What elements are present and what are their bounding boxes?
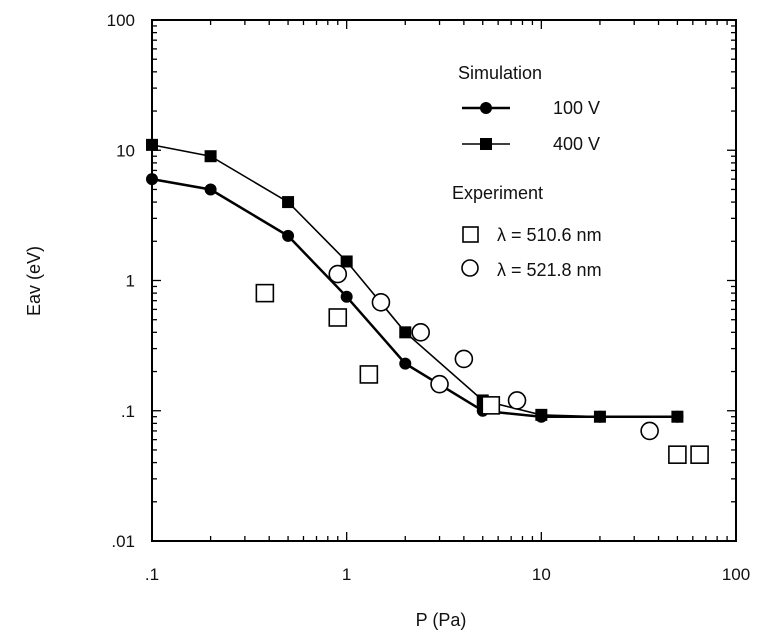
data-point (340, 290, 353, 303)
x-tick-label: 1 (342, 565, 351, 584)
data-point (328, 308, 348, 327)
legend-marker-400v (480, 138, 492, 150)
data-point (593, 410, 606, 423)
data-point (481, 396, 501, 415)
data-point (535, 408, 548, 421)
y-tick-label: .01 (111, 532, 135, 551)
data-point (340, 255, 353, 268)
legend-group-title-experiment: Experiment (452, 183, 543, 203)
legend-label-510nm: λ = 510.6 nm (497, 225, 602, 245)
series-0 (146, 173, 684, 423)
x-tick-label: 10 (532, 565, 551, 584)
ticks-layer: .1 1 10 100 .01 .1 1 10 100 (107, 11, 751, 584)
series-layer (146, 138, 709, 464)
data-point (282, 229, 295, 242)
legend-marker-521nm (461, 259, 479, 277)
data-point (371, 293, 391, 312)
legend-label-521nm: λ = 521.8 nm (497, 260, 602, 280)
data-point (411, 323, 430, 342)
data-point (640, 421, 659, 441)
series-line (151, 144, 678, 418)
plot-frame (151, 19, 737, 542)
y-tick-label: .1 (121, 402, 135, 421)
legend: Simulation 100 V 400 V Experiment λ = 51… (452, 63, 602, 280)
series-line (151, 177, 678, 418)
y-tick-label: 10 (116, 141, 135, 160)
data-point (454, 349, 474, 369)
data-point (690, 445, 709, 464)
y-tick-label: 1 (126, 272, 135, 291)
data-point (146, 138, 158, 151)
data-point (399, 326, 412, 339)
y-axis-title: Eav (eV) (24, 246, 44, 316)
legend-label-400v: 400 V (553, 134, 600, 154)
x-tick-label: 100 (722, 565, 750, 584)
data-point (668, 445, 687, 464)
series-2 (255, 283, 709, 464)
data-point (671, 410, 684, 423)
data-point (146, 173, 158, 186)
data-point (255, 283, 275, 303)
series-1 (146, 138, 684, 423)
data-point (507, 391, 527, 410)
data-point (204, 183, 217, 196)
data-point (359, 365, 379, 384)
data-point (430, 374, 449, 394)
legend-marker-510nm (462, 226, 479, 243)
legend-label-100v: 100 V (553, 98, 600, 118)
legend-group-title-simulation: Simulation (458, 63, 542, 83)
data-point (204, 150, 217, 163)
x-axis-title: P (Pa) (416, 610, 467, 630)
x-tick-label: .1 (145, 565, 159, 584)
data-point (328, 264, 348, 284)
legend-marker-100v (480, 102, 492, 114)
data-point (282, 196, 295, 209)
series-3 (328, 264, 659, 441)
data-point (399, 357, 412, 370)
y-tick-label: 100 (107, 11, 135, 30)
